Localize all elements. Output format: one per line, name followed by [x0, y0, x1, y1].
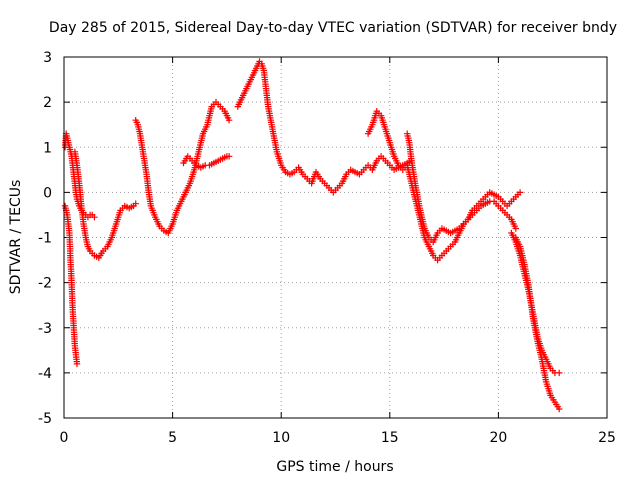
plot-frame: [63, 56, 608, 419]
y-tick-label: 3: [43, 50, 52, 66]
x-tick-labels: 0 5 10 15 20 25: [60, 430, 616, 446]
x-tick-label: 15: [381, 430, 399, 446]
y-tick-label: -5: [38, 411, 52, 427]
y-tick-label: -3: [38, 321, 52, 337]
y-tick-labels: 3 2 1 0 -1 -2 -3 -4 -5: [38, 50, 52, 427]
x-tick-label: 10: [272, 430, 290, 446]
data-point-plus: [516, 189, 524, 196]
data-point-plus: [225, 153, 233, 160]
data-point-plus: [91, 214, 98, 221]
data-point-plus: [225, 117, 233, 124]
data-point-plus: [132, 200, 139, 207]
data-points: [61, 58, 563, 413]
y-tick-label: -2: [38, 276, 52, 292]
data-point-plus: [556, 369, 563, 377]
y-tick-label: 0: [43, 185, 52, 201]
x-axis-label: GPS time / hours: [276, 459, 393, 475]
data-point-plus: [73, 360, 81, 368]
x-tick-label: 25: [598, 430, 616, 446]
y-tick-label: 1: [43, 140, 52, 156]
data-point-plus: [512, 225, 519, 232]
y-tick-label: 2: [43, 95, 52, 111]
y-tick-label: -1: [38, 231, 52, 247]
x-tick-label: 0: [60, 430, 69, 446]
x-tick-label: 20: [489, 430, 507, 446]
data-point-plus: [556, 405, 563, 413]
x-tick-label: 5: [168, 430, 177, 446]
y-axis-label: SDTVAR / TECUs: [8, 180, 24, 295]
chart-title: Day 285 of 2015, Sidereal Day-to-day VTE…: [49, 20, 617, 36]
y-tick-label: -4: [38, 366, 52, 382]
